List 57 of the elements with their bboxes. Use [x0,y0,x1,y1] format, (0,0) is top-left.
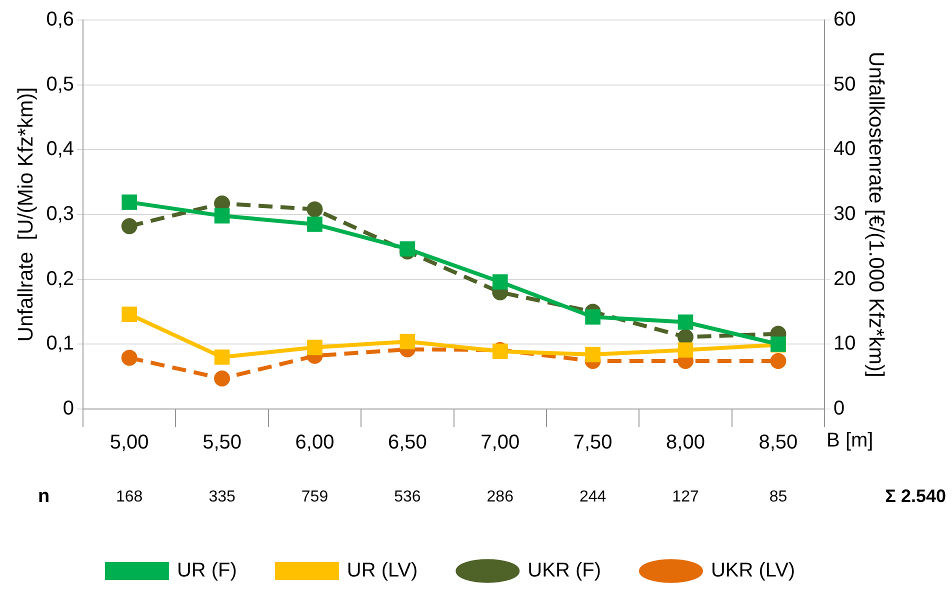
x-tick-label: 5,50 [202,432,242,454]
legend-label: UKR (LV) [710,560,796,582]
x-tick-label: 7,00 [480,432,520,454]
y2-tick-label: 20 [834,268,856,290]
point [492,274,508,290]
y-tick-label: 0,3 [46,203,74,226]
point [121,218,138,234]
point [770,353,786,370]
point [678,314,694,330]
text: 286 [486,488,514,506]
point [122,306,138,322]
y-axis-title: Unfallrate [U/(Mio Kfz*km)] [14,87,38,342]
point [214,370,230,387]
point [678,342,694,358]
point [306,201,323,218]
y-tick-label: 0,4 [46,138,74,160]
point [400,334,416,350]
point [214,208,230,224]
text: 168 [116,488,143,506]
text: 759 [301,488,328,506]
point [585,346,600,362]
x-tick-label: 5,00 [110,432,149,454]
legend-label: UR (F) [176,560,237,582]
x-tick-label: 8,50 [758,432,798,454]
x-axis-title: B [m] [826,430,874,452]
y-tick-label: 0,1 [46,332,74,355]
y-tick-label: 0,2 [46,268,74,290]
point [400,241,416,257]
y2-tick-label: 10 [834,332,856,355]
x-tick-label: 6,00 [295,432,334,454]
y2-axis-title: Unfallkostenrate [€/(1.000 Kfz*km)] [864,52,888,378]
text: 536 [394,488,421,506]
y2-tick-label: 0 [834,398,845,420]
point [307,216,322,232]
text: 244 [579,488,606,506]
point [214,349,230,365]
y-tick-label: 0,5 [46,73,74,96]
point [122,194,138,210]
legend-label: UKR (F) [528,560,601,582]
point [585,309,600,325]
text: 335 [208,488,236,506]
text: Σ 2.540 [885,486,946,506]
text: n [38,486,50,508]
y2-tick-label: 40 [834,138,856,160]
y-tick-label: 0 [62,398,74,420]
text: 127 [672,488,699,506]
x-tick-label: 7,50 [573,432,612,454]
y-tick-label: 0,6 [46,8,74,31]
legend-label: UR (LV) [346,560,418,582]
x-tick-label: 8,00 [666,432,705,454]
y2-tick-label: 50 [834,73,856,96]
point [121,350,138,366]
y2-tick-label: 60 [834,8,856,31]
x-tick-label: 6,50 [388,432,427,454]
y2-tick-label: 30 [834,203,856,226]
text: 85 [769,488,788,506]
point [307,340,322,356]
